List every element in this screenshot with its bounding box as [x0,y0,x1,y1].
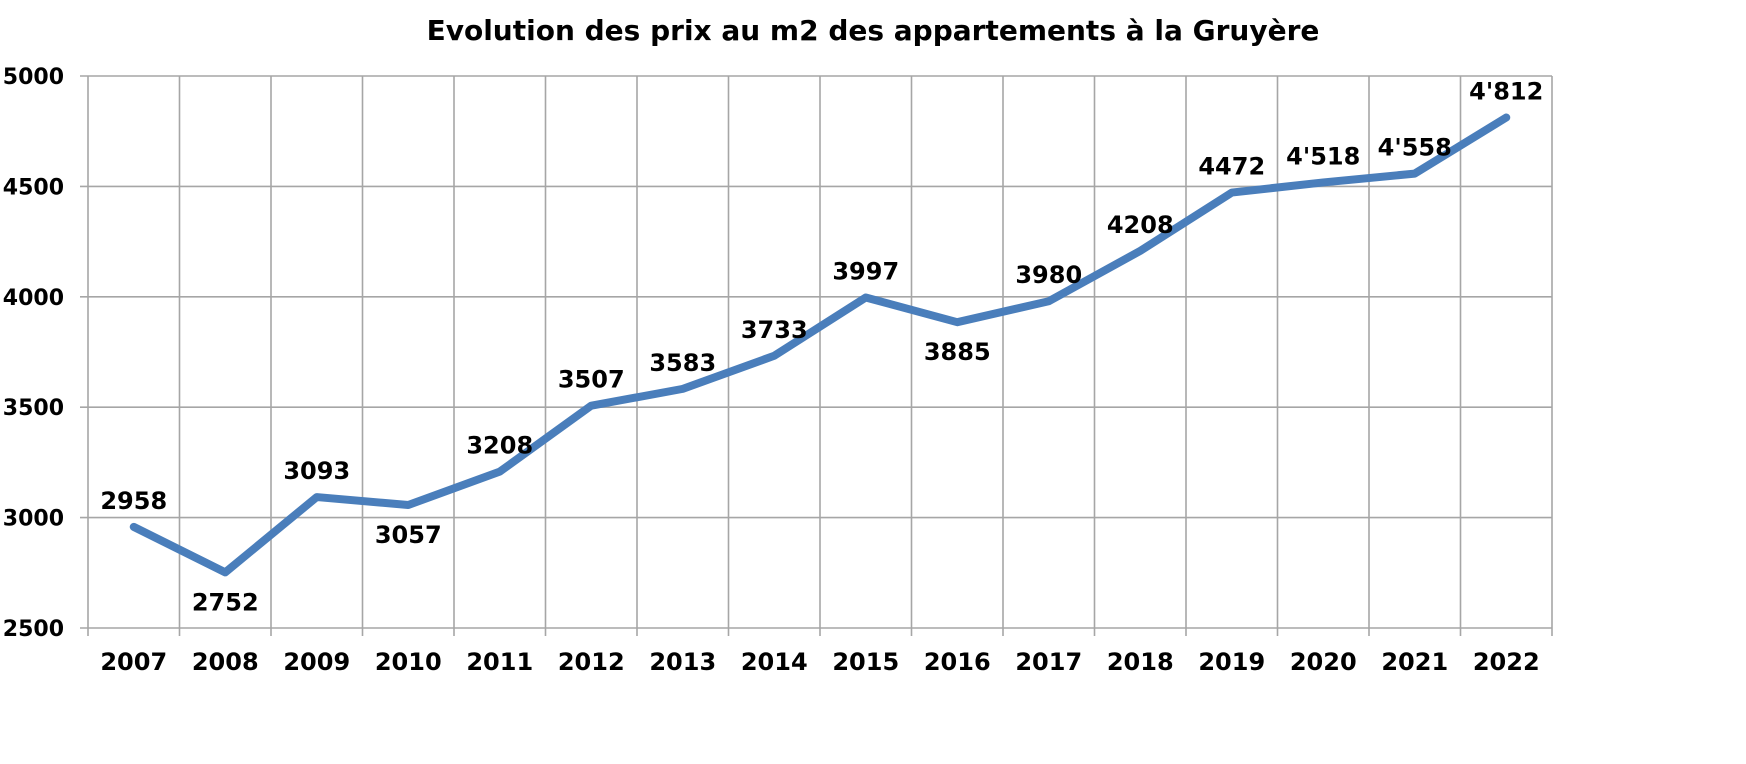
data-point [313,494,320,501]
x-tick-label: 2020 [1290,648,1357,676]
x-tick-label: 2018 [1107,648,1174,676]
data-point [862,294,869,301]
y-tick-label: 5000 [3,65,64,90]
x-tick-label: 2022 [1473,648,1540,676]
chart-title: Evolution des prix au m2 des appartement… [426,14,1320,47]
data-label: 3093 [283,457,350,485]
series-line [129,113,1511,577]
data-point [405,502,412,509]
x-tick-label: 2012 [558,648,625,676]
x-tick-label: 2008 [192,648,259,676]
y-tick-label: 3500 [3,396,64,421]
data-label: 3507 [558,366,625,394]
x-tick-label: 2007 [100,648,167,676]
x-tick-label: 2021 [1381,648,1448,676]
x-tick-label: 2014 [741,648,808,676]
x-tick-label: 2015 [832,648,899,676]
data-label: 4'518 [1286,142,1360,170]
x-tick-label: 2013 [649,648,716,676]
data-label: 3583 [649,349,716,377]
x-tick-label: 2016 [924,648,991,676]
data-point [771,352,778,359]
data-label: 4'812 [1469,78,1543,106]
data-label: 4208 [1107,211,1174,239]
x-tick-label: 2011 [466,648,533,676]
data-label: 3980 [1015,261,1082,289]
data-point [1503,114,1510,121]
data-point [130,523,137,530]
y-tick-label: 3000 [3,507,64,532]
data-point [222,569,229,576]
data-point [1228,189,1235,196]
x-tick-label: 2017 [1015,648,1082,676]
data-label: 3885 [924,338,991,366]
data-point [496,468,503,475]
y-tick-label: 4500 [3,175,64,200]
data-label: 3997 [832,257,899,285]
data-label: 4'558 [1378,134,1452,162]
data-point [1045,298,1052,305]
data-label: 4472 [1198,153,1265,181]
data-label: 3208 [466,432,533,460]
data-label: 2752 [192,588,259,616]
data-point [679,385,686,392]
data-point [1320,179,1327,186]
data-point [954,319,961,326]
y-tick-label: 2500 [3,617,64,642]
data-point [588,402,595,409]
data-label: 3057 [375,521,442,549]
data-point [1137,247,1144,254]
x-tick-label: 2009 [283,648,350,676]
data-point [1411,170,1418,177]
y-tick-label: 4000 [3,286,64,311]
data-label: 2958 [100,487,167,515]
x-tick-label: 2019 [1198,648,1265,676]
x-tick-label: 2010 [375,648,442,676]
data-label: 3733 [741,316,808,344]
